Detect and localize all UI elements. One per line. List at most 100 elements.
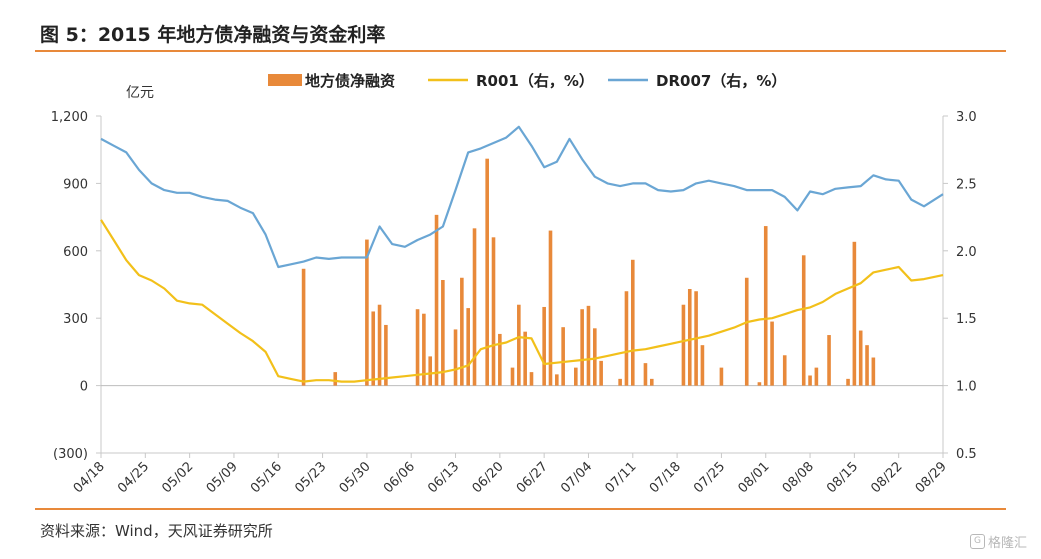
bar <box>744 277 749 386</box>
left-tick-label: 900 <box>63 177 88 192</box>
source-note: 资料来源：Wind，天风证券研究所 <box>40 522 273 540</box>
axes <box>96 115 948 458</box>
x-tick-label: 08/22 <box>868 459 905 496</box>
bar <box>763 226 768 386</box>
watermark-logo-icon: G <box>969 534 985 549</box>
bar <box>586 305 591 386</box>
x-axis-ticks: 04/18 04/25 05/02 05/09 05/16 05/23 05/30 06/06… <box>71 459 950 496</box>
x-tick-label: 05/09 <box>204 459 241 496</box>
bar <box>618 378 622 386</box>
bar <box>782 355 787 386</box>
bar <box>808 375 812 386</box>
x-tick-label: 05/30 <box>337 459 374 496</box>
bar-series <box>301 158 876 386</box>
bar <box>871 357 876 386</box>
bar <box>599 360 603 386</box>
x-tick-label: 08/15 <box>824 459 861 496</box>
legend-label-bar: 地方债净融资 <box>305 72 395 90</box>
bar <box>643 363 648 386</box>
bar <box>681 304 686 386</box>
dr007-line <box>100 125 944 269</box>
bar <box>365 239 369 386</box>
bar <box>542 306 546 386</box>
right-tick-label: 1.0 <box>956 380 977 395</box>
x-tick-label: 06/27 <box>514 459 551 496</box>
bar <box>700 345 705 386</box>
x-tick-label: 08/08 <box>780 459 817 496</box>
bar <box>814 367 819 386</box>
bottom-divider <box>35 508 1006 510</box>
x-tick-label: 05/02 <box>159 459 196 496</box>
left-tick-label: (300) <box>53 447 88 462</box>
bar <box>466 308 470 386</box>
bar <box>580 309 584 386</box>
left-axis-ticks: (300) 0 300 600 900 1,200 <box>51 110 88 462</box>
bar <box>827 335 831 386</box>
bar <box>441 280 445 386</box>
bar <box>561 327 565 386</box>
bar <box>529 372 534 386</box>
bar <box>428 356 433 386</box>
bar <box>865 345 869 386</box>
bar <box>333 372 338 386</box>
x-tick-label: 05/16 <box>248 459 285 496</box>
left-tick-label: 600 <box>63 245 88 260</box>
bar <box>460 277 464 386</box>
x-tick-label: 04/18 <box>71 459 108 496</box>
bar <box>801 255 806 386</box>
bar <box>491 237 496 386</box>
right-tick-label: 1.5 <box>956 312 977 327</box>
left-tick-label: 0 <box>80 380 88 395</box>
bar <box>858 330 863 386</box>
x-tick-label: 06/20 <box>470 459 507 496</box>
left-axis-unit: 亿元 <box>126 85 154 101</box>
x-tick-label: 05/23 <box>292 459 329 496</box>
x-tick-label: 07/18 <box>647 459 684 496</box>
bar <box>434 214 439 386</box>
legend-label-dr007: DR007（右，%） <box>656 72 786 90</box>
bar <box>624 291 629 386</box>
bar <box>593 328 597 386</box>
top-divider <box>35 50 1006 52</box>
bar <box>510 367 515 386</box>
bar <box>422 313 426 386</box>
bar <box>523 331 527 386</box>
right-tick-label: 2.5 <box>956 177 977 192</box>
line-series <box>100 125 944 383</box>
right-axis-ticks: 0.5 1.0 1.5 2.0 2.5 3.0 <box>956 110 977 462</box>
bar <box>548 230 553 386</box>
bar <box>719 367 724 386</box>
bar <box>485 158 489 386</box>
bar <box>852 241 857 386</box>
right-tick-label: 0.5 <box>956 447 977 462</box>
bar <box>517 304 521 386</box>
r001-line <box>100 219 944 383</box>
watermark-text: 格隆汇 <box>987 536 1027 551</box>
bar <box>498 333 502 386</box>
bar <box>453 329 458 386</box>
x-tick-label: 08/01 <box>735 459 772 496</box>
bar <box>555 374 559 386</box>
bar <box>301 268 306 386</box>
x-tick-label: 06/13 <box>425 459 462 496</box>
bar <box>472 228 477 386</box>
legend: 地方债净融资 R001（右，%） DR007（右，%） <box>268 72 786 90</box>
bar <box>415 309 420 386</box>
bar <box>574 367 578 386</box>
x-tick-label: 07/04 <box>558 459 595 496</box>
bar <box>770 321 774 386</box>
bar <box>384 324 388 386</box>
x-tick-label: 07/25 <box>691 459 728 496</box>
bar <box>757 382 762 386</box>
x-tick-label: 06/06 <box>381 459 418 496</box>
left-tick-label: 300 <box>63 312 88 327</box>
legend-swatch-bar <box>268 74 302 86</box>
right-tick-label: 3.0 <box>956 110 977 125</box>
bar <box>687 288 692 386</box>
left-tick-label: 1,200 <box>51 110 88 125</box>
x-tick-label: 07/11 <box>603 459 640 496</box>
right-tick-label: 2.0 <box>956 245 977 260</box>
watermark: G 格隆汇 <box>969 532 1027 551</box>
bar <box>630 259 635 386</box>
